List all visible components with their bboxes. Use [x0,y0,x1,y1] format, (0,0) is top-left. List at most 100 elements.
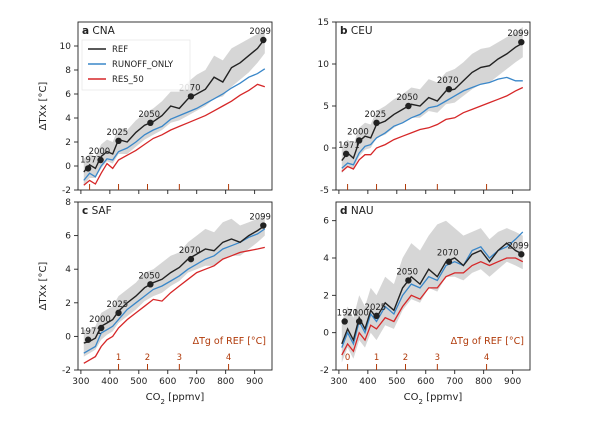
series-line-ref [341,42,524,162]
plot-frame [335,201,531,371]
y-tick-label: -2 [320,366,329,376]
year-label-2050: 2050 [396,93,418,103]
x-tick-label: 600 [159,377,176,387]
panel-title: d NAU [340,205,374,217]
x-tick-label: 800 [217,377,234,387]
year-marker-2050 [147,119,154,127]
year-label-1971: 1971 [337,308,359,318]
series-line-res-50 [341,257,524,356]
tg-tick-label: 0 [345,353,350,363]
year-marker-2050 [405,102,412,110]
x-tick-label: 900 [504,377,521,387]
series-line-ref [83,38,266,173]
y-tick-label: 4 [65,265,71,275]
plot-area [341,27,524,174]
tg-axis-title: ΔTg of REF [°C] [193,336,266,347]
year-label-2025: 2025 [365,303,387,313]
y-tick-label: 6 [65,90,71,100]
x-tick-label: 600 [417,377,434,387]
year-marker-1971 [84,165,92,172]
panel-title: c SAF [82,205,112,217]
tg-tick-label: 3 [177,353,182,363]
x-tick-label: 700 [446,377,463,387]
year-marker-2025 [115,309,122,317]
legend-label-ref: REF [112,45,128,55]
y-tick-label: -2 [62,366,71,376]
x-tick-label: 300 [330,377,347,387]
year-label-2099: 2099 [249,213,271,223]
year-marker-1971 [342,150,350,158]
year-label-2000: 2000 [89,315,111,325]
tg-tick-label: 3 [435,353,440,363]
y-tick-label: -2 [62,186,71,196]
y-tick-label: 10 [318,60,330,70]
series-line-res-50 [341,86,524,172]
year-marker-2070 [445,258,453,265]
y-tick-label: 0 [323,329,329,339]
y-tick-label: 8 [65,66,71,76]
ref-spread-band [341,27,523,174]
series-line-runoff-only [341,76,523,169]
year-marker-2000 [97,324,105,332]
year-label-2000: 2000 [89,147,111,157]
series-line-res-50 [83,83,266,186]
year-label-2099: 2099 [249,27,271,37]
tg-tick-label: 2 [145,353,150,363]
y-tick-label: 2 [65,299,71,309]
year-label-2099: 2099 [507,29,529,39]
ref-spread-band [83,215,265,357]
panel-saf: 1971 2000 2025 2050 2070 2099 -2 0 2 4 6 8 300 400 500… [38,198,273,406]
series-line-runoff-only [83,68,266,181]
year-marker-2050 [147,281,154,288]
y-tick-label: 15 [318,18,329,28]
year-marker-2000 [355,318,363,325]
series-line-runoff-only [341,231,524,348]
y-tick-label: 2 [323,291,329,301]
y-tick-label: 6 [65,232,71,242]
year-label-1971: 1971 [80,155,102,165]
year-marker-2099 [518,251,525,258]
year-label-2099: 2099 [507,241,529,251]
y-axis-label: ΔTXx [°C] [38,82,49,131]
series-line-ref [341,242,524,345]
year-label-2000: 2000 [347,127,369,137]
x-tick-label: 800 [475,377,492,387]
year-marker-2000 [355,137,363,144]
y-tick-label: 5 [323,102,329,112]
plot-area [341,220,524,363]
y-tick-label: 4 [65,114,71,124]
year-marker-2025 [373,119,380,127]
plot-frame [77,201,273,371]
year-marker-2070 [445,86,453,93]
year-marker-2000 [97,156,104,164]
y-tick-label: 0 [65,332,71,342]
x-tick-label: 500 [130,377,147,387]
legend-label-res-50: RES_50 [112,75,144,85]
tg-tick-label: 4 [484,353,489,363]
year-label-2070: 2070 [437,76,459,86]
plot-area [83,29,266,186]
x-axis-label: CO2 [ppmv] [146,392,205,406]
year-marker-2099 [260,222,267,229]
y-tick-label: -5 [320,186,329,196]
year-marker-2099 [260,36,267,44]
year-label-2070: 2070 [179,246,201,256]
y-axis-label: ΔTXx [°C] [38,262,49,311]
tg-tick-label: 4 [226,353,231,363]
series-line-runoff-only [83,228,266,354]
year-marker-1971 [341,318,348,325]
legend: REF RUNOFF_ONLY RES_50 [81,39,191,91]
y-tick-label: 6 [323,217,329,227]
panel-ceu: 1971 2000 2025 2050 2070 2099 -5 0 5 10 15 b CEU [318,18,531,196]
series-line-res-50 [83,246,265,364]
year-marker-1971 [84,336,92,343]
tg-axis-title: ΔTg of REF [°C] [451,336,524,347]
ref-spread-band [341,220,523,363]
y-tick-label: 0 [323,144,329,154]
x-tick-label: 900 [246,377,263,387]
year-label-2050: 2050 [396,267,418,277]
